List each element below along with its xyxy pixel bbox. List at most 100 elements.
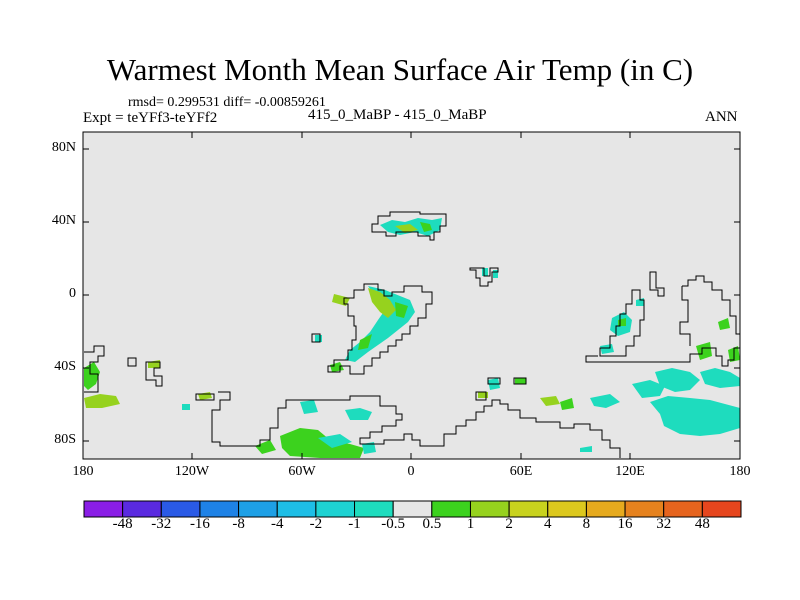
xtick-label: 180 <box>729 464 751 479</box>
colorbar-label: 0.5 <box>422 516 442 532</box>
ytick-label: 80S <box>54 432 76 447</box>
xtick-label: 120E <box>615 464 645 479</box>
colorbar-box <box>701 500 742 518</box>
colorbar-label: 48 <box>694 516 710 532</box>
patch-north-america-warm <box>395 224 418 233</box>
colorbar-box <box>392 500 433 518</box>
center-label: 415_0_MaBP - 415_0_MaBP <box>308 107 487 123</box>
colorbar-box <box>276 500 317 518</box>
colorbar-box <box>315 500 356 518</box>
colorbar-label: 16 <box>617 516 633 532</box>
patch-west-1 <box>84 362 100 390</box>
patch-south-10 <box>300 400 318 414</box>
colorbar-box <box>122 500 162 518</box>
patch-south-6 <box>540 396 560 406</box>
coast-south-small <box>475 391 487 401</box>
colorbar-box <box>199 500 240 518</box>
colorbar-box <box>547 500 587 518</box>
colorbar-box <box>83 500 124 518</box>
coast-west-5 <box>211 391 621 458</box>
map-title: Warmest Month Mean Surface Air Temp (in … <box>106 52 694 87</box>
colorbar-label: 1 <box>466 516 475 532</box>
coast-west-3 <box>145 361 163 387</box>
colorbar-box <box>431 500 471 518</box>
axis-ticks <box>82 132 741 459</box>
colorbar-label: 2 <box>505 516 513 532</box>
patch-antarctic-4 <box>362 442 376 454</box>
patch-central-warm <box>368 288 396 318</box>
xtick-label: 0 <box>407 464 415 479</box>
patch-west-2 <box>84 394 120 408</box>
coast-north <box>371 211 447 241</box>
colorbar-label: -32 <box>151 516 172 532</box>
ytick-label: 40S <box>54 359 76 374</box>
colorbar-label: -16 <box>189 516 210 532</box>
patch-central-4 <box>332 294 350 306</box>
patch-west-5 <box>182 404 190 410</box>
colorbar-label: 4 <box>544 516 552 532</box>
coast-central-island <box>311 333 321 343</box>
patch-antarctic-3 <box>318 434 352 448</box>
colorbar <box>83 500 742 518</box>
coast-small-1 <box>469 267 499 287</box>
ytick-label: 40N <box>51 213 76 228</box>
coast-south-small-3 <box>487 377 501 385</box>
colorbar-box <box>585 500 626 518</box>
colorbar-box <box>238 500 278 518</box>
patch-south-12 <box>515 378 526 384</box>
xtick-label: 60E <box>509 464 533 479</box>
colorbar-label: -2 <box>309 516 323 532</box>
patch-antarctic-2 <box>280 428 364 458</box>
colorbar-label: -8 <box>232 516 245 532</box>
patch-central-warm-3 <box>358 334 372 350</box>
patch-central-5 <box>315 335 322 342</box>
colorbar-label: -4 <box>270 516 284 532</box>
coast-west-2 <box>127 357 137 367</box>
colorbar-label: 8 <box>582 516 591 532</box>
patch-north-america-2 <box>420 222 432 232</box>
patch-east-5 <box>696 342 712 360</box>
xtick-label: 120W <box>174 464 210 479</box>
experiment-label: Expt = teYFf3-teYFf2 <box>83 110 218 126</box>
patch-south-4 <box>650 396 740 436</box>
xtick-label: 180 <box>72 464 94 479</box>
colorbar-label: -1 <box>348 516 361 532</box>
coast-east-inner <box>679 286 691 346</box>
colorbar-box <box>663 500 703 518</box>
patch-south-8 <box>580 446 592 452</box>
patch-east-6 <box>718 318 730 330</box>
coast-west-4 <box>195 393 215 401</box>
map-background <box>83 132 740 459</box>
colorbar-box <box>354 500 394 518</box>
season-label: ANN <box>705 109 738 125</box>
colorbar-box <box>624 500 665 518</box>
colorbar-label: -48 <box>112 516 133 532</box>
colorbar-box <box>508 500 549 518</box>
colorbar-label: 32 <box>656 516 672 532</box>
patch-small-east <box>482 268 488 276</box>
coast-east-2 <box>649 271 665 297</box>
coast-central <box>327 283 433 375</box>
coast-south-small-2 <box>513 377 527 385</box>
stats-label: rmsd= 0.299531 diff= -0.00859261 <box>128 95 326 110</box>
colorbar-label: -0.5 <box>381 516 406 532</box>
patch-central-warm-2 <box>395 302 408 318</box>
patch-south-3 <box>632 380 665 398</box>
colorbar-box <box>469 500 510 518</box>
patch-antarctic-1 <box>255 440 276 454</box>
anomaly-patches <box>84 218 740 458</box>
coast-east <box>599 289 645 357</box>
coast-west-1 <box>84 345 105 393</box>
colorbar-box <box>160 500 201 518</box>
patch-south-1 <box>655 368 700 392</box>
patch-south-5 <box>590 394 620 408</box>
coastlines <box>84 211 741 458</box>
patch-small-east-2 <box>493 270 498 278</box>
xtick-label: 60W <box>288 464 316 479</box>
ytick-label: 80N <box>51 140 76 155</box>
patch-south-7 <box>560 398 574 410</box>
patch-south-9 <box>345 408 372 420</box>
patch-south-2 <box>700 368 740 388</box>
ytick-label: 0 <box>69 286 76 301</box>
